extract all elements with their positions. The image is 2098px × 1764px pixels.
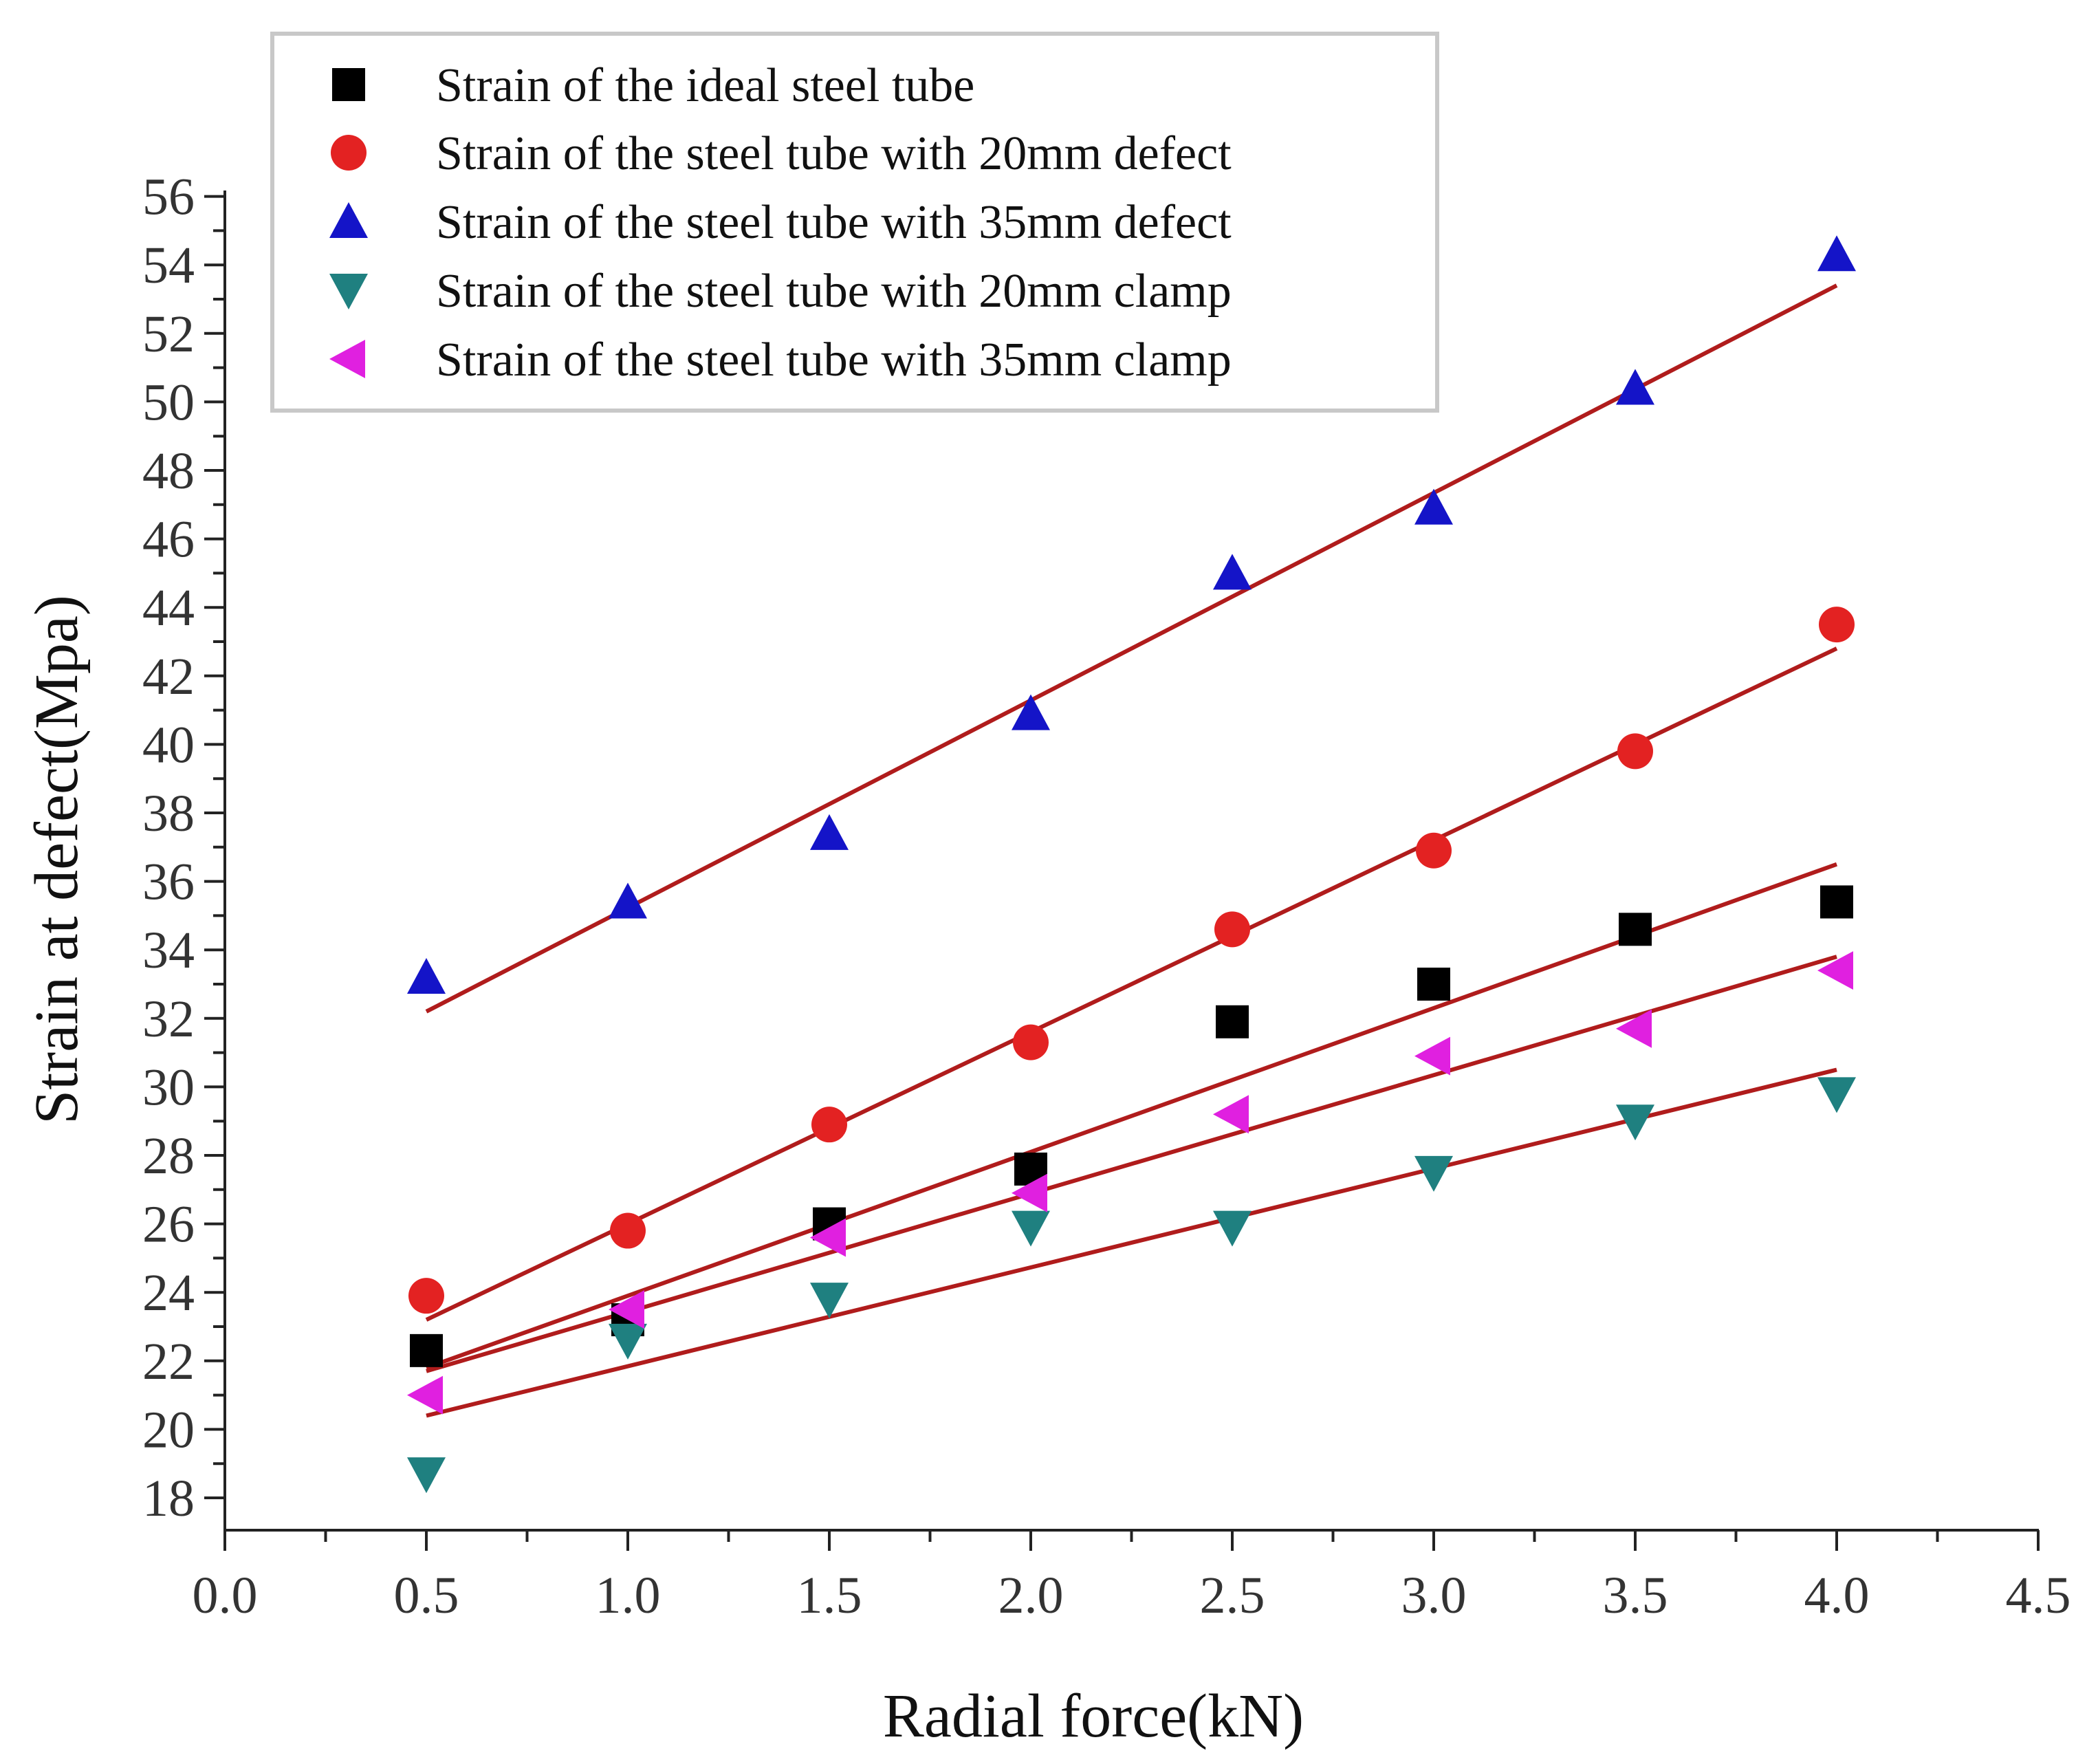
x-tick-label: 3.5 [1603,1567,1668,1624]
legend-label-series-2: Strain of the steel tube with 20mm defec… [436,127,1232,180]
legend-marker-series-4 [329,274,368,309]
legend-label-series-4: Strain of the steel tube with 20mm clamp [436,265,1232,318]
data-point-series-5 [1414,1036,1450,1076]
data-point-series-4 [810,1283,849,1319]
y-tick-label: 30 [142,1058,195,1116]
data-point-series-4 [609,1323,647,1360]
data-point-series-4 [1213,1210,1252,1247]
legend-marker-series-2 [331,135,367,171]
data-point-series-1 [1216,1005,1249,1038]
x-tick-label: 4.5 [2006,1567,2071,1624]
data-point-series-3 [609,882,647,919]
y-tick-label: 48 [142,442,195,500]
y-tick-label: 26 [142,1196,195,1254]
y-tick-label: 18 [142,1470,195,1527]
data-point-series-5 [407,1375,443,1415]
data-point-series-2 [610,1212,646,1249]
y-tick-label: 24 [142,1264,195,1322]
data-point-series-2 [1416,832,1452,869]
x-tick-labels: 0.0 0.5 1.0 1.5 2.0 2.5 3.0 3.5 4.0 4.5 [193,1567,2071,1624]
y-tick-label: 54 [142,237,195,294]
x-tick-label: 3.0 [1401,1567,1467,1624]
axes [223,190,2039,1532]
data-point-series-4 [1012,1210,1050,1247]
data-point-series-1 [1417,968,1450,1001]
y-tick-label: 32 [142,990,195,1048]
data-point-series-4 [1817,1077,1856,1113]
data-point-series-2 [1617,733,1653,770]
data-point-series-4 [407,1457,446,1494]
y-tick-label: 40 [142,716,195,774]
data-point-series-3 [407,958,446,994]
y-tick-label: 42 [142,648,195,706]
fit-line-series-1 [425,862,1838,1370]
x-tick-label: 0.5 [394,1567,459,1624]
y-tick-label: 22 [142,1333,195,1391]
data-point-series-5 [609,1290,644,1329]
fit-line-series-5 [426,955,1837,1373]
data-point-series-1 [1820,885,1853,919]
data-point-series-3 [810,814,849,850]
x-tick-label: 4.0 [1804,1567,1870,1624]
y-tick-label: 52 [142,305,195,363]
x-tick-label: 1.5 [797,1567,862,1624]
data-point-series-2 [811,1107,847,1143]
legend-items: Strain of the ideal steel tube Strain of … [329,59,1232,386]
data-point-series-5 [1817,951,1853,990]
data-point-series-5 [1616,1009,1652,1048]
y-tick-label: 36 [142,853,195,911]
data-point-series-2 [1013,1024,1049,1060]
fit-lines [425,283,1838,1418]
y-tick-label: 20 [142,1401,195,1459]
data-points [407,235,1856,1494]
data-point-series-3 [1213,554,1252,590]
x-tick-label: 2.0 [998,1567,1064,1624]
x-tick-label: 1.0 [595,1567,661,1624]
fit-line-series-2 [425,646,1838,1322]
legend-label-series-5: Strain of the steel tube with 35mm clamp [436,334,1232,386]
data-point-series-3 [1616,369,1654,405]
legend: Strain of the ideal steel tube Strain of … [270,32,1439,413]
tick-marks [204,195,2040,1551]
legend-marker-series-3 [329,202,368,238]
y-axis-title: Strain at defect(Mpa) [23,595,91,1124]
data-point-series-2 [408,1278,444,1314]
data-point-series-1 [1619,913,1652,946]
legend-box [270,32,1439,413]
data-point-series-4 [1616,1104,1654,1141]
y-tick-label: 44 [142,579,195,637]
data-point-series-3 [1817,235,1856,272]
data-point-series-5 [1012,1173,1047,1212]
data-point-series-2 [1819,607,1855,643]
y-tick-labels: 18 20 22 24 26 28 30 32 34 36 38 40 42 44 46 48 50 52 54 56 [142,168,195,1527]
legend-marker-series-1 [332,68,365,101]
legend-marker-series-5 [329,340,365,378]
y-tick-label: 28 [142,1127,195,1185]
data-point-series-3 [1012,694,1050,730]
data-point-series-5 [1213,1095,1249,1134]
data-point-series-4 [1414,1155,1453,1192]
y-tick-label: 56 [142,168,195,226]
y-tick-label: 34 [142,922,195,979]
x-axis-title: Radial force(kN) [883,1682,1304,1750]
data-point-series-5 [810,1218,846,1257]
fit-line-series-3 [425,283,1838,1014]
legend-label-series-3: Strain of the steel tube with 35mm defec… [436,196,1232,249]
data-point-series-2 [1214,911,1250,948]
x-tick-label: 0.0 [193,1567,258,1624]
y-tick-label: 38 [142,785,195,842]
data-point-series-1 [410,1333,443,1367]
x-tick-label: 2.5 [1200,1567,1265,1624]
y-tick-label: 50 [142,373,195,431]
legend-label-series-1: Strain of the ideal steel tube [436,59,974,112]
data-point-series-3 [1414,488,1453,525]
fit-line-series-4 [426,1067,1837,1418]
y-tick-label: 46 [142,511,195,569]
